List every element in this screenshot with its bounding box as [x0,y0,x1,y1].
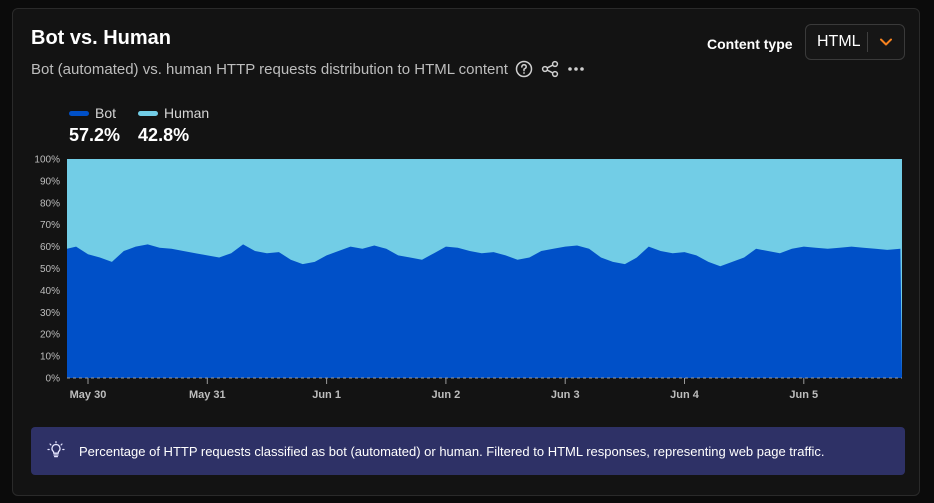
bot-area [67,244,902,378]
y-tick-label: 70% [40,220,60,231]
y-axis: 0% 10% 20% 30% 40% 50% 60% 70% 80% 90% 100% [34,155,60,385]
y-tick-label: 60% [40,242,60,253]
info-text: Percentage of HTTP requests classified a… [79,443,825,459]
area-chart: 0% 10% 20% 30% 40% 50% 60% 70% 80% 90% 100% May 30… [34,155,902,401]
content-type-select[interactable]: HTML [805,24,905,60]
x-tick-label: Jun 1 [312,389,341,401]
y-tick-label: 20% [40,330,60,341]
plot-area [67,159,902,379]
legend-swatch-human [138,110,159,116]
y-tick-label: 80% [40,198,60,209]
x-tick-label: Jun 5 [789,389,818,401]
y-tick-label: 100% [34,155,60,166]
chart-legend: Bot 57.2% Human 42.8% [69,105,209,146]
y-tick-label: 30% [40,308,60,319]
y-tick-label: 10% [40,352,60,363]
chart-card: Bot vs. Human Bot (automated) vs. human … [12,8,920,496]
legend-swatch-bot [69,110,89,116]
legend-label-human: Human [164,105,210,121]
share-icon[interactable] [540,59,560,79]
chart-title: Bot vs. Human [31,27,172,49]
legend-value-bot: 57.2% [69,125,121,145]
legend-value-human: 42.8% [138,125,190,145]
x-tick-label: Jun 2 [432,389,461,401]
info-banner: Percentage of HTTP requests classified a… [31,427,905,475]
select-divider [867,32,868,52]
legend-label-bot: Bot [95,105,117,121]
content-type-value: HTML [817,33,861,50]
question-circle-icon[interactable] [514,59,534,79]
y-tick-label: 0% [46,374,61,385]
x-tick-label: Jun 4 [670,389,700,401]
content-type-label: Content type [707,36,793,52]
x-axis: May 30 May 31 Jun 1 Jun 2 Jun 3 Jun 4 Jun 5 [70,378,818,401]
y-tick-label: 90% [40,176,60,187]
chart-subtitle: Bot (automated) vs. human HTTP requests … [31,60,508,78]
legend-item-bot[interactable]: Bot 57.2% [69,105,120,146]
x-tick-label: May 30 [70,389,107,401]
x-tick-label: Jun 3 [551,389,580,401]
lightbulb-icon [47,440,65,462]
y-tick-label: 40% [40,286,60,297]
subtitle-row: Bot (automated) vs. human HTTP requests … [31,59,586,79]
more-dots-icon[interactable] [566,59,586,79]
chevron-down-icon[interactable] [868,37,904,47]
legend-item-human[interactable]: Human 42.8% [138,105,209,146]
y-tick-label: 50% [40,264,60,275]
x-tick-label: May 31 [189,389,226,401]
